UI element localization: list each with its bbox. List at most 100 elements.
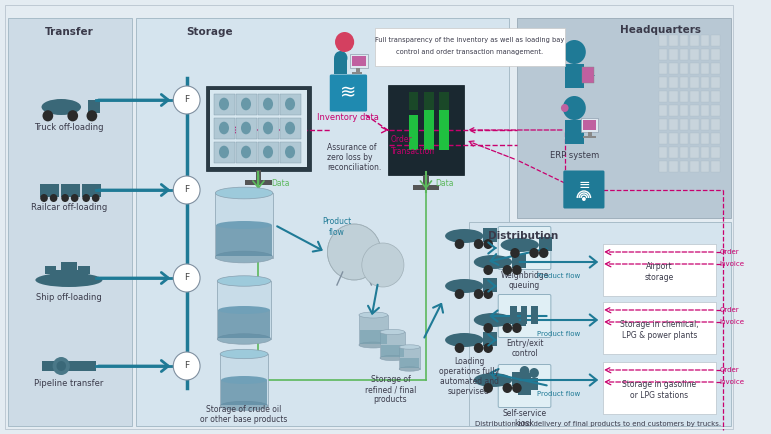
Bar [669, 91, 678, 102]
Text: Headquarters: Headquarters [620, 25, 701, 35]
Bar [711, 91, 720, 102]
Bar [512, 312, 526, 326]
Circle shape [173, 176, 200, 204]
Text: Assurance of: Assurance of [328, 144, 377, 152]
Bar [658, 63, 667, 74]
Ellipse shape [218, 306, 270, 314]
Bar [603, 302, 716, 354]
Ellipse shape [215, 187, 273, 199]
Bar [588, 132, 591, 136]
Bar [564, 120, 584, 144]
Text: Full transparency of the inventory as well as loading bay: Full transparency of the inventory as we… [375, 37, 564, 43]
Bar [701, 63, 709, 74]
Bar [679, 77, 689, 88]
Bar [658, 147, 667, 158]
Bar [701, 77, 709, 88]
Text: or other base products: or other base products [200, 415, 288, 424]
Bar [701, 49, 709, 60]
Ellipse shape [445, 279, 483, 293]
FancyBboxPatch shape [564, 171, 604, 208]
Bar [690, 35, 699, 46]
Circle shape [512, 383, 522, 393]
Bar [281, 94, 301, 115]
Circle shape [563, 96, 586, 120]
Circle shape [520, 366, 530, 376]
Bar [221, 380, 267, 405]
Text: reconciliation.: reconciliation. [328, 164, 382, 172]
Bar [380, 332, 405, 358]
Bar [375, 28, 564, 66]
Bar [679, 35, 689, 46]
Circle shape [173, 264, 200, 292]
Bar [690, 147, 699, 158]
Text: Storage of crude oil: Storage of crude oil [207, 405, 281, 414]
Circle shape [512, 323, 522, 333]
Bar [669, 77, 678, 88]
Text: Invoice: Invoice [720, 379, 745, 385]
Bar [690, 77, 699, 88]
Circle shape [52, 357, 70, 375]
Circle shape [483, 239, 493, 249]
Bar [679, 63, 689, 74]
Bar [350, 54, 368, 68]
Ellipse shape [219, 146, 229, 158]
Bar [669, 133, 678, 144]
Ellipse shape [217, 221, 272, 229]
Text: Order: Order [720, 367, 739, 373]
Text: Airport
storage: Airport storage [645, 262, 674, 282]
Text: Order: Order [720, 307, 739, 313]
Bar [690, 49, 699, 60]
Bar [221, 354, 268, 406]
Bar [42, 361, 96, 371]
Ellipse shape [219, 122, 229, 134]
Text: F: F [184, 95, 189, 105]
Bar [409, 92, 419, 110]
Bar [564, 64, 584, 88]
Circle shape [474, 289, 483, 299]
Bar [530, 378, 538, 390]
Text: automated and: automated and [439, 378, 499, 387]
Ellipse shape [285, 146, 295, 158]
Bar [711, 161, 720, 172]
Bar [214, 118, 234, 139]
Bar [603, 362, 716, 414]
Bar [334, 58, 348, 74]
Text: F: F [184, 273, 189, 283]
Bar [483, 332, 497, 346]
Text: control: control [511, 349, 538, 358]
Circle shape [474, 239, 483, 249]
Ellipse shape [221, 376, 267, 384]
Bar [214, 142, 234, 163]
Bar [237, 118, 257, 139]
Bar [711, 147, 720, 158]
Circle shape [86, 110, 97, 122]
Circle shape [455, 289, 464, 299]
Bar [45, 266, 56, 274]
Bar [82, 184, 102, 197]
Bar [711, 119, 720, 130]
Circle shape [42, 110, 53, 122]
Bar [658, 119, 667, 130]
Circle shape [173, 86, 200, 114]
Bar [214, 94, 234, 115]
Circle shape [40, 194, 48, 202]
Bar [412, 185, 439, 190]
Bar [701, 147, 709, 158]
Text: Transfer: Transfer [45, 27, 93, 37]
Bar [658, 91, 667, 102]
Bar [483, 278, 497, 292]
Text: Storage: Storage [187, 27, 234, 37]
Bar [8, 18, 132, 426]
Ellipse shape [359, 312, 388, 318]
Ellipse shape [359, 342, 388, 348]
Text: Storage of: Storage of [371, 375, 410, 385]
Circle shape [71, 194, 79, 202]
Bar [512, 254, 526, 268]
Bar [531, 306, 538, 324]
Bar [258, 142, 278, 163]
FancyBboxPatch shape [498, 365, 550, 408]
Bar [658, 35, 667, 46]
Bar [206, 86, 311, 171]
Text: Truck off-loading: Truck off-loading [34, 122, 103, 132]
Text: Product flow: Product flow [537, 331, 581, 337]
